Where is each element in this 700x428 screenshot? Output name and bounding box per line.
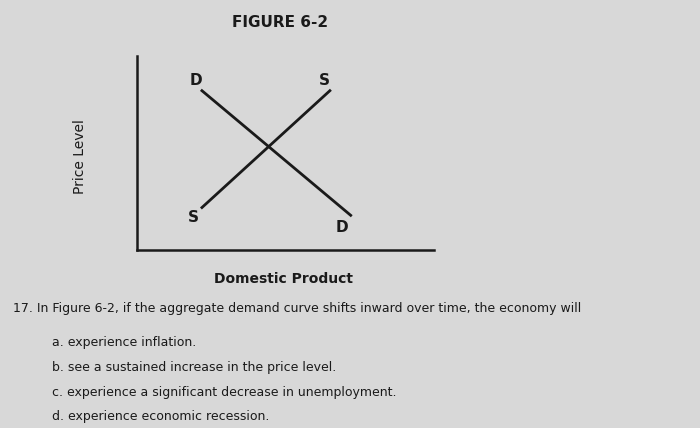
Text: D: D xyxy=(335,220,348,235)
Text: S: S xyxy=(318,74,330,89)
Text: d. experience economic recession.: d. experience economic recession. xyxy=(52,410,270,423)
Text: a. experience inflation.: a. experience inflation. xyxy=(52,336,197,349)
Text: Price Level: Price Level xyxy=(74,119,88,193)
Text: b. see a sustained increase in the price level.: b. see a sustained increase in the price… xyxy=(52,361,337,374)
Text: 17. In Figure 6-2, if the aggregate demand curve shifts inward over time, the ec: 17. In Figure 6-2, if the aggregate dema… xyxy=(13,302,581,315)
Text: Domestic Product: Domestic Product xyxy=(214,272,353,286)
Text: FIGURE 6-2: FIGURE 6-2 xyxy=(232,15,328,30)
Text: D: D xyxy=(190,74,202,89)
Text: c. experience a significant decrease in unemployment.: c. experience a significant decrease in … xyxy=(52,386,397,398)
Text: S: S xyxy=(188,210,199,225)
